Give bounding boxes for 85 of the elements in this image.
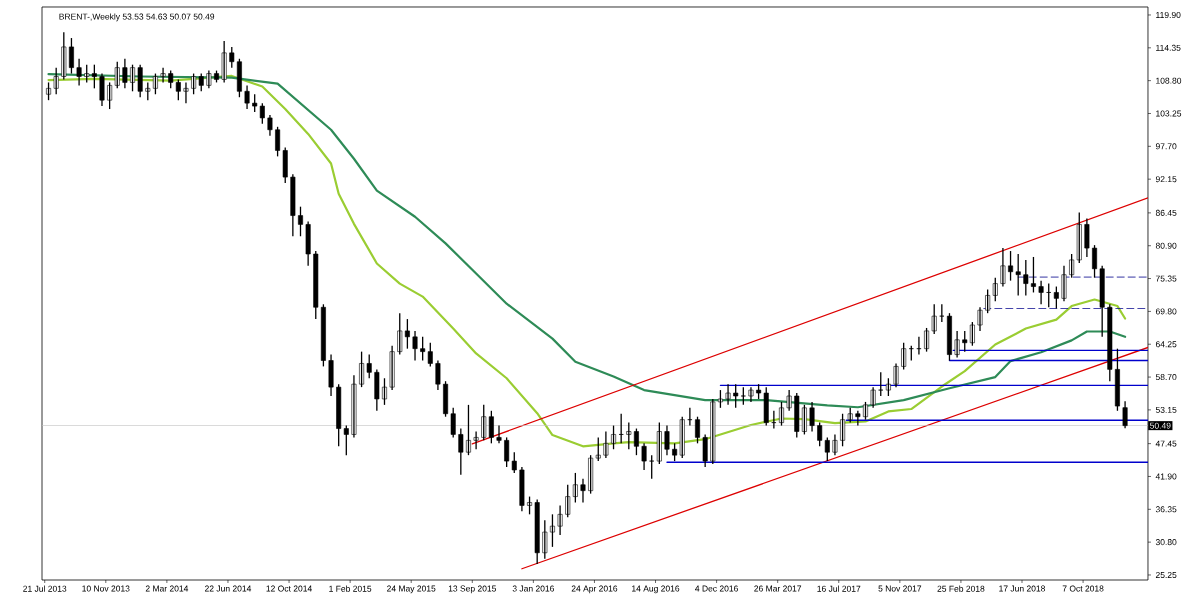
y-tick-label: 92.15 bbox=[1155, 176, 1177, 183]
candlestick bbox=[397, 312, 403, 356]
y-tick-label: 119.90 bbox=[1156, 11, 1181, 18]
x-tick-label: 1 Feb 2015 bbox=[329, 585, 372, 592]
candlestick bbox=[1107, 303, 1113, 382]
candlestick bbox=[61, 31, 67, 81]
candlestick bbox=[1099, 265, 1105, 338]
candlestick bbox=[794, 392, 800, 439]
x-tick-label: 17 Jun 2018 bbox=[999, 585, 1046, 592]
candlestick bbox=[137, 64, 143, 98]
candlestick bbox=[595, 436, 601, 462]
candlestick bbox=[160, 66, 166, 84]
y-tick-label: 97.70 bbox=[1155, 143, 1177, 150]
candlestick bbox=[313, 250, 319, 320]
x-tick-label: 3 Jan 2016 bbox=[512, 585, 555, 592]
y-tick-label: 30.80 bbox=[1155, 539, 1177, 546]
text: BRENT-,Weekly 53.53 54.63 50.07 50.49 bbox=[59, 13, 215, 22]
candlestick bbox=[748, 386, 754, 403]
x-tick-label: 21 Jul 2013 bbox=[23, 585, 67, 592]
candlestick bbox=[374, 368, 380, 412]
y-tick-label: 36.35 bbox=[1155, 506, 1177, 513]
candlestick bbox=[183, 81, 189, 104]
candlestick bbox=[458, 427, 464, 476]
x-tick-label: 16 Jul 2017 bbox=[817, 585, 861, 592]
candlestick bbox=[473, 430, 479, 450]
candlestick bbox=[725, 383, 731, 406]
x-tick-label: 13 Sep 2015 bbox=[448, 585, 497, 594]
candlestick bbox=[962, 330, 968, 353]
y-tick-label: 47.45 bbox=[1155, 440, 1177, 447]
candlestick bbox=[1023, 259, 1029, 297]
y-tick-label: 86.45 bbox=[1155, 209, 1177, 216]
candlestick bbox=[282, 146, 288, 184]
y-tick-label: 80.90 bbox=[1155, 242, 1177, 249]
candlestick bbox=[763, 386, 769, 427]
y-tick-label: 64.25 bbox=[1155, 341, 1177, 348]
y-tick-label: 53.15 bbox=[1155, 406, 1177, 413]
candlestick bbox=[542, 519, 548, 560]
y-tick-label: 114.35 bbox=[1156, 44, 1181, 51]
y-tick-label: 58.70 bbox=[1155, 374, 1177, 381]
x-tick-label: 25 Feb 2018 bbox=[937, 585, 985, 592]
x-tick-label: 7 Oct 2018 bbox=[1062, 585, 1104, 592]
candlestick bbox=[855, 410, 861, 427]
candlestick bbox=[427, 342, 433, 368]
x-tick-label: 12 Oct 2014 bbox=[266, 585, 312, 592]
candlestick bbox=[878, 371, 884, 397]
candlestick bbox=[511, 451, 517, 474]
candlestick bbox=[1030, 256, 1036, 294]
x-tick-label: 2 Mar 2014 bbox=[145, 585, 189, 592]
candlestick bbox=[702, 433, 708, 468]
x-tick-label: 24 May 2015 bbox=[387, 585, 436, 594]
x-tick-label: 24 Apr 2016 bbox=[571, 585, 618, 594]
y-tick-label: 25.25 bbox=[1155, 571, 1177, 578]
candlestick bbox=[114, 61, 120, 89]
candlestick bbox=[450, 407, 456, 439]
candlestick bbox=[710, 398, 716, 465]
candlestick bbox=[496, 424, 502, 444]
candlestick bbox=[992, 277, 998, 302]
candlestick bbox=[733, 383, 739, 409]
candlestick bbox=[229, 46, 235, 69]
candlestick bbox=[931, 303, 937, 335]
y-tick-label: 69.80 bbox=[1155, 308, 1177, 315]
y-tick-label: 41.90 bbox=[1155, 473, 1177, 480]
x-tick-label: 10 Nov 2013 bbox=[82, 585, 130, 592]
candlestick bbox=[1076, 211, 1082, 264]
candlestick bbox=[679, 416, 685, 459]
x-tick-label: 14 Aug 2016 bbox=[632, 585, 680, 594]
candlestick bbox=[382, 377, 387, 406]
candlestick bbox=[481, 404, 487, 442]
candlestick bbox=[626, 421, 632, 450]
y-tick-label: 108.80 bbox=[1156, 77, 1182, 84]
x-tick-label: 22 Jun 2014 bbox=[204, 585, 252, 592]
ref-line-label: 50.49 bbox=[1150, 422, 1171, 429]
candlestick bbox=[53, 66, 59, 95]
x-tick-label: 5 Nov 2017 bbox=[878, 585, 922, 592]
candlestick bbox=[366, 353, 372, 379]
y-tick-label: 103.25 bbox=[1156, 110, 1182, 117]
x-tick-label: 4 Dec 2016 bbox=[695, 585, 738, 592]
candlestick bbox=[1015, 253, 1021, 297]
candlestick bbox=[565, 484, 571, 518]
candlestick bbox=[649, 454, 655, 480]
candlestick bbox=[534, 498, 540, 565]
candlestick bbox=[91, 64, 97, 89]
x-tick-label: 26 Mar 2017 bbox=[754, 585, 802, 592]
y-tick-label: 75.35 bbox=[1155, 275, 1177, 282]
candlestick bbox=[420, 336, 426, 362]
